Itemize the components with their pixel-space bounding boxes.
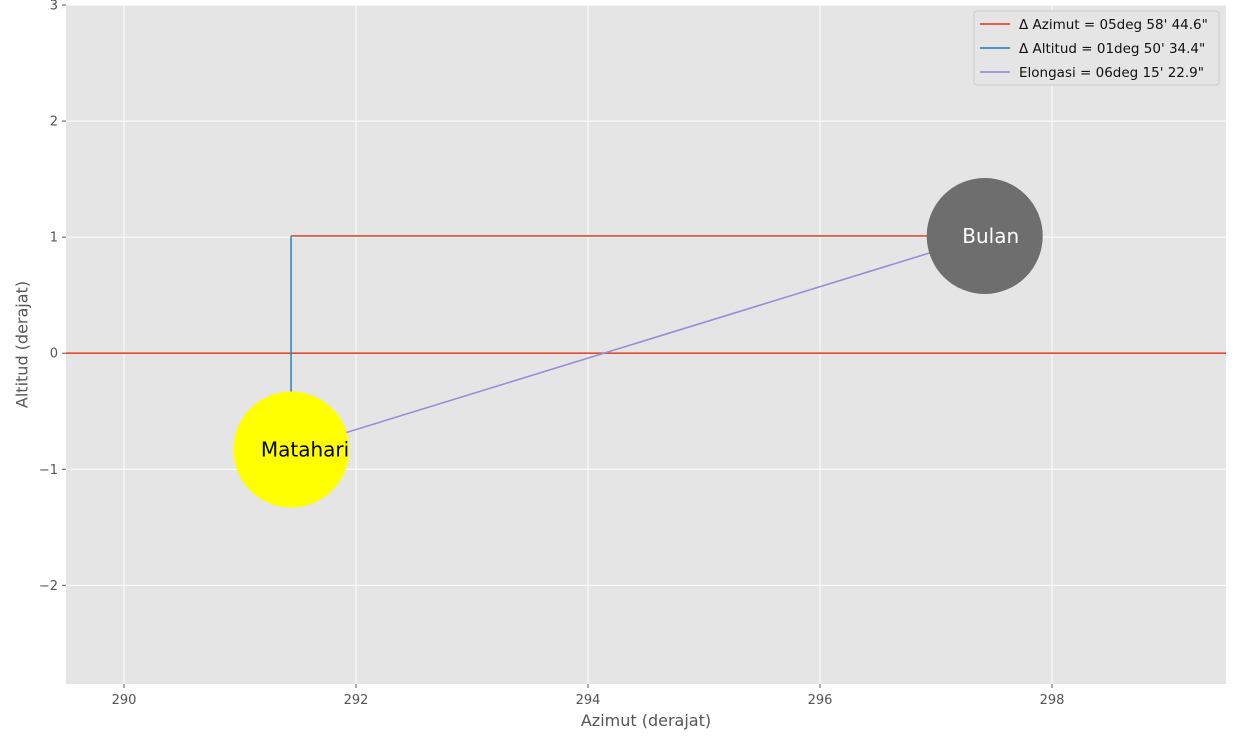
y-axis-label: Altitud (derajat) xyxy=(13,281,32,408)
y-tick-label: 0 xyxy=(50,347,58,362)
legend-entry: Δ Azimut = 05deg 58' 44.6" xyxy=(1019,17,1208,33)
legend-entry: Δ Altitud = 01deg 50' 34.4" xyxy=(1019,41,1205,57)
y-ticks: −2 −1 0 1 2 3 xyxy=(39,0,66,594)
celestial-bodies: Matahari Bulan xyxy=(233,177,1043,508)
x-tick-label: 290 xyxy=(112,693,137,708)
x-tick-label: 296 xyxy=(808,693,833,708)
matahari-label: Matahari xyxy=(261,438,349,462)
x-tick-label: 294 xyxy=(576,693,601,708)
x-axis-label: Azimut (derajat) xyxy=(581,711,711,730)
y-tick-label: 2 xyxy=(50,115,58,130)
y-tick-label: −2 xyxy=(39,579,58,594)
y-tick-label: 1 xyxy=(50,231,58,246)
legend: Δ Azimut = 05deg 58' 44.6" Δ Altitud = 01… xyxy=(973,10,1220,86)
plot-background xyxy=(66,5,1226,684)
legend-box xyxy=(973,10,1220,86)
bulan-disc xyxy=(926,177,1043,294)
matahari-disc xyxy=(233,391,350,508)
series-lines xyxy=(66,235,1226,451)
x-tick-label: 298 xyxy=(1040,693,1065,708)
x-tick-label: 292 xyxy=(344,693,369,708)
elongasi-line xyxy=(290,235,985,451)
x-ticks: 290 292 294 296 298 xyxy=(112,684,1065,708)
legend-entry: Elongasi = 06deg 15' 22.9" xyxy=(1019,65,1204,81)
y-tick-label: −1 xyxy=(39,463,58,478)
y-tick-label: 3 xyxy=(50,0,58,14)
bulan-label: Bulan xyxy=(962,224,1019,248)
